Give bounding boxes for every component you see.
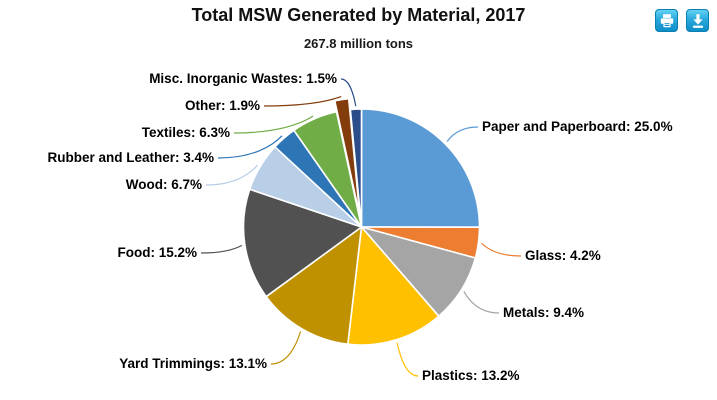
pie-slice-paper-and-paperboard[interactable] [360,108,481,228]
data-label-other: Other: 1.9% [184,98,260,113]
label-connector-wood [205,164,258,186]
print-icon [658,13,675,29]
chart-subtitle: 267.8 million tons [303,36,414,51]
data-label-misc-inorganic-wastes: Misc. Inorganic Wastes: 1.5% [149,71,337,86]
label-connector-plastics [396,342,419,377]
data-label-glass: Glass: 4.2% [525,248,601,263]
label-connector-misc-inorganic-wastes [340,78,357,107]
pie-slice-yard-trimmings[interactable] [265,226,363,346]
data-label-wood: Wood: 6.7% [125,177,202,192]
data-label-textiles: Textiles: 6.3% [141,125,230,140]
data-label-plastics: Plastics: 13.2% [422,368,520,383]
print-chart-button[interactable] [655,9,678,32]
pie-slice-other[interactable] [333,97,361,217]
download-chart-button[interactable] [686,9,709,32]
label-connector-paper-and-paperboard [446,126,479,142]
pie-slice-food[interactable] [242,188,363,298]
pie-slice-plastics[interactable] [347,226,440,346]
label-connector-rubber-and-leather [217,135,283,159]
data-label-food: Food: 15.2% [117,245,197,260]
data-label-rubber-and-leather: Rubber and Leather: 3.4% [47,150,214,165]
download-icon [689,13,706,29]
pie-slice-misc-inorganic-wastes[interactable] [349,108,363,228]
label-connector-other [263,96,342,107]
chart-title: Total MSW Generated by Material, 2017 [191,5,526,25]
data-label-yard-trimmings: Yard Trimmings: 13.1% [119,356,267,371]
label-connector-metals [463,291,500,314]
data-label-paper-and-paperboard: Paper and Paperboard: 25.0% [482,119,673,134]
label-connector-yard-trimmings [270,331,302,365]
label-connector-glass [481,242,522,257]
label-connector-textiles [233,115,314,134]
label-connector-food [200,244,243,254]
data-label-metals: Metals: 9.4% [503,305,585,320]
